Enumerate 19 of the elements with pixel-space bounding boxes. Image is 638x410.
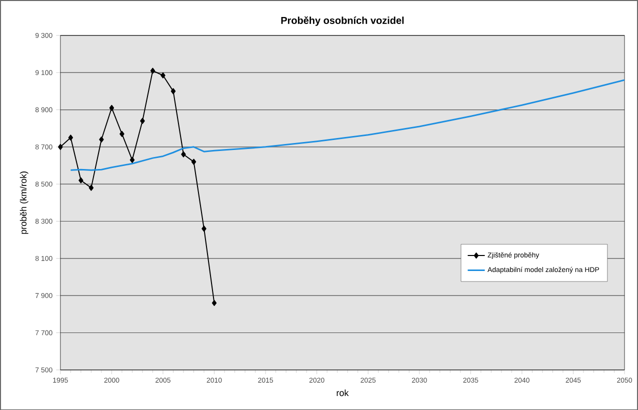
point: [202, 226, 206, 232]
point: [58, 144, 63, 150]
point: [130, 156, 135, 163]
point: [88, 184, 94, 191]
point: [68, 134, 74, 140]
point: [120, 130, 124, 137]
x-axis-title: rok: [336, 389, 349, 396]
chart-title: Proběhy osobních vozidel: [281, 16, 404, 26]
point: [99, 136, 104, 142]
point: [181, 151, 186, 158]
point: [212, 300, 217, 306]
point: [160, 72, 166, 78]
point: [150, 68, 156, 74]
point: [191, 158, 196, 165]
point: [170, 88, 176, 94]
point: [78, 177, 84, 184]
point: [140, 118, 145, 124]
point: [109, 104, 114, 111]
y-axis-title: proběh (km/rok): [20, 171, 28, 234]
